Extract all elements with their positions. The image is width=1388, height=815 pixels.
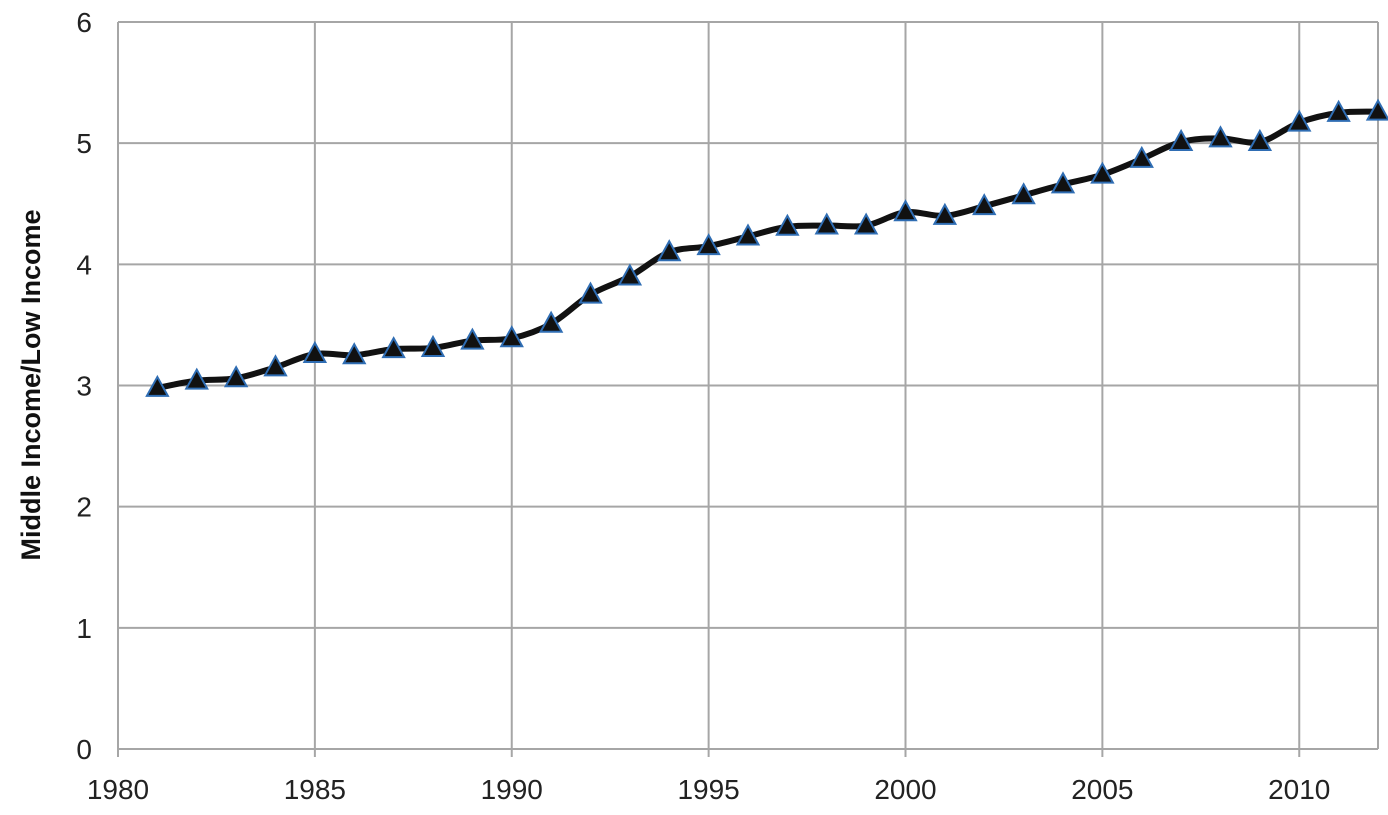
x-tick-label: 2005 xyxy=(1071,774,1133,805)
data-point xyxy=(1011,182,1036,205)
data-point xyxy=(1365,98,1388,121)
y-tick-label: 4 xyxy=(76,249,92,280)
data-point xyxy=(1050,171,1076,194)
data-point xyxy=(1287,109,1312,132)
data-point xyxy=(853,212,879,235)
x-axis-tick-labels: 1980 1985 1990 1995 2000 2005 2010 xyxy=(87,774,1331,805)
y-tick-label: 1 xyxy=(76,613,92,644)
data-point xyxy=(1326,99,1351,122)
data-point xyxy=(972,193,997,216)
data-point xyxy=(775,213,800,236)
data-point xyxy=(893,199,918,222)
data-point xyxy=(578,281,603,304)
y-tick-label: 5 xyxy=(76,128,92,159)
data-point xyxy=(932,202,958,225)
data-point xyxy=(223,365,249,388)
data-point xyxy=(617,263,643,286)
data-point xyxy=(420,334,446,357)
data-point xyxy=(814,212,839,235)
data-point xyxy=(460,327,485,350)
x-tick-label: 2000 xyxy=(874,774,936,805)
x-tick-label: 1995 xyxy=(677,774,739,805)
data-point xyxy=(1168,128,1194,151)
x-tick-label: 1985 xyxy=(284,774,346,805)
y-tick-label: 3 xyxy=(76,371,92,402)
data-point xyxy=(1090,161,1115,184)
data-point xyxy=(1129,145,1154,168)
data-point xyxy=(735,223,761,246)
data-point xyxy=(1247,128,1273,151)
x-tick-label: 1980 xyxy=(87,774,149,805)
y-tick-label: 6 xyxy=(76,7,92,38)
data-point xyxy=(145,374,170,397)
y-tick-label: 0 xyxy=(76,734,92,765)
data-point-markers xyxy=(145,98,1388,397)
grid-lines xyxy=(117,21,1379,757)
data-point xyxy=(263,354,288,377)
x-tick-label: 1990 xyxy=(481,774,543,805)
y-axis-tick-labels: 0 1 2 3 4 5 6 xyxy=(76,7,92,765)
data-point xyxy=(538,310,564,333)
data-point xyxy=(381,336,406,359)
data-point xyxy=(342,342,367,365)
data-point xyxy=(302,340,328,363)
data-point xyxy=(1208,125,1233,148)
data-point xyxy=(499,325,524,348)
x-tick-label: 2010 xyxy=(1268,774,1330,805)
series-line xyxy=(154,108,1381,391)
data-point xyxy=(657,239,682,262)
y-tick-label: 2 xyxy=(76,492,92,523)
y-axis-title: Middle Income/Low Income xyxy=(16,209,46,560)
data-point xyxy=(184,367,209,390)
data-point xyxy=(696,233,721,256)
